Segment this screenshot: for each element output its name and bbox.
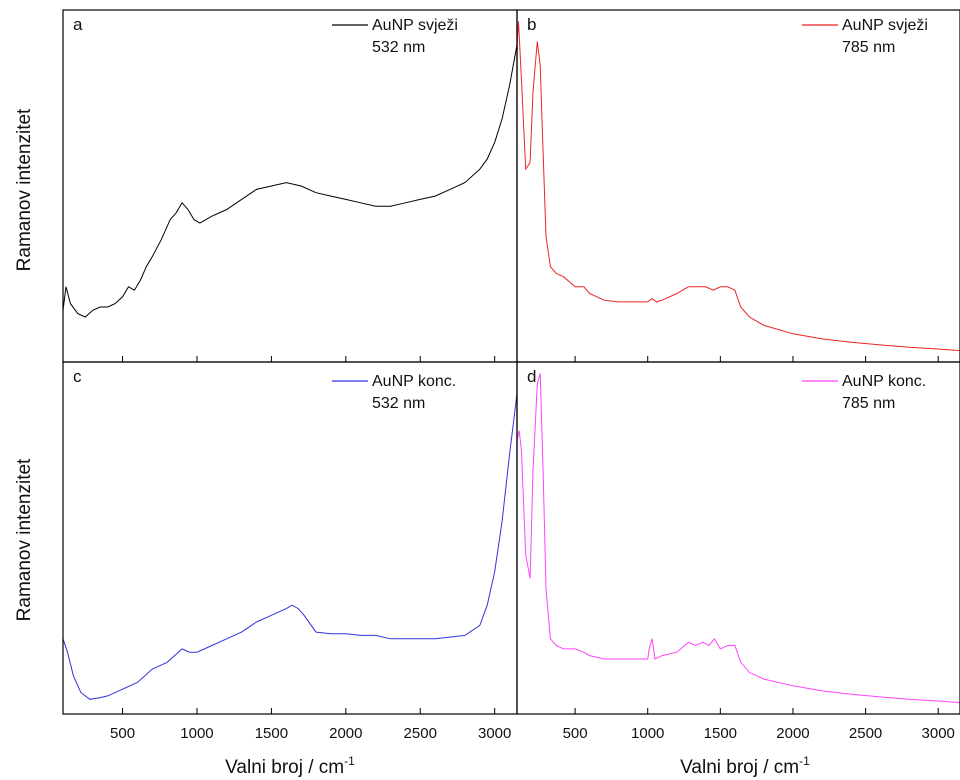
panel-c: 500 1000 1500 2000 2500 3000 c AuNP konc. 532 nm bbox=[62, 361, 518, 742]
panel-d: 500 1000 1500 2000 2500 3000 d AuNP konc. 785 nm bbox=[516, 361, 960, 742]
x-axis-title-right-main: Valni broj / cm bbox=[680, 757, 799, 778]
y-axis-title-bottom: Ramanov intenzitet bbox=[14, 458, 35, 621]
panel-letter-c: c bbox=[73, 367, 82, 386]
spectrum-line-a bbox=[63, 44, 517, 318]
x-axis-title-right: Valni broj / cm-1 bbox=[680, 754, 810, 778]
panel-letter-d: d bbox=[527, 367, 536, 386]
x-tick-label: 1000 bbox=[180, 725, 213, 742]
panel-letter-a: a bbox=[73, 15, 83, 34]
x-tick-label: 1500 bbox=[255, 725, 288, 742]
panel-b: b AuNP svježi 785 nm bbox=[516, 9, 960, 363]
spectrum-line-d bbox=[517, 373, 960, 704]
spectrum-line-c bbox=[63, 393, 517, 700]
legend-label-d: 785 nm bbox=[842, 395, 895, 412]
x-tick-label: 2500 bbox=[849, 725, 882, 742]
legend-label-c: 532 nm bbox=[372, 395, 425, 412]
x-axis-title-left-main: Valni broj / cm bbox=[225, 757, 344, 778]
x-axis-title-left: Valni broj / cm-1 bbox=[225, 754, 355, 778]
plot-frame-c bbox=[62, 361, 518, 715]
panels-group: a AuNP svježi 532 nm b AuNP svježi 785 nm 500 1… bbox=[62, 9, 960, 742]
x-tick-label: 2000 bbox=[776, 725, 809, 742]
x-axis-title-left-sup: -1 bbox=[344, 754, 355, 768]
legend-label-b: AuNP svježi bbox=[842, 17, 928, 34]
legend-label-d: AuNP konc. bbox=[842, 373, 926, 390]
x-tick-label: 500 bbox=[563, 725, 588, 742]
x-tick-label: 1000 bbox=[631, 725, 664, 742]
x-tick-label: 1500 bbox=[704, 725, 737, 742]
plot-frame-a bbox=[62, 9, 518, 363]
plot-frame-b bbox=[516, 9, 960, 363]
legend-label-a: 532 nm bbox=[372, 39, 425, 56]
x-axis-title-right-sup: -1 bbox=[799, 754, 810, 768]
panel-letter-b: b bbox=[527, 15, 536, 34]
x-tick-label: 3000 bbox=[478, 725, 511, 742]
plot-frame-d bbox=[516, 361, 960, 715]
x-tick-label: 3000 bbox=[922, 725, 955, 742]
legend-label-b: 785 nm bbox=[842, 39, 895, 56]
x-tick-label: 2500 bbox=[404, 725, 437, 742]
legend-label-c: AuNP konc. bbox=[372, 373, 456, 390]
spectrum-line-b bbox=[517, 21, 960, 352]
legend-label-a: AuNP svježi bbox=[372, 17, 458, 34]
panel-a: a AuNP svježi 532 nm bbox=[62, 9, 518, 363]
y-axis-title-top: Ramanov intenzitet bbox=[14, 108, 35, 271]
x-tick-label: 500 bbox=[110, 725, 135, 742]
x-tick-label: 2000 bbox=[329, 725, 362, 742]
